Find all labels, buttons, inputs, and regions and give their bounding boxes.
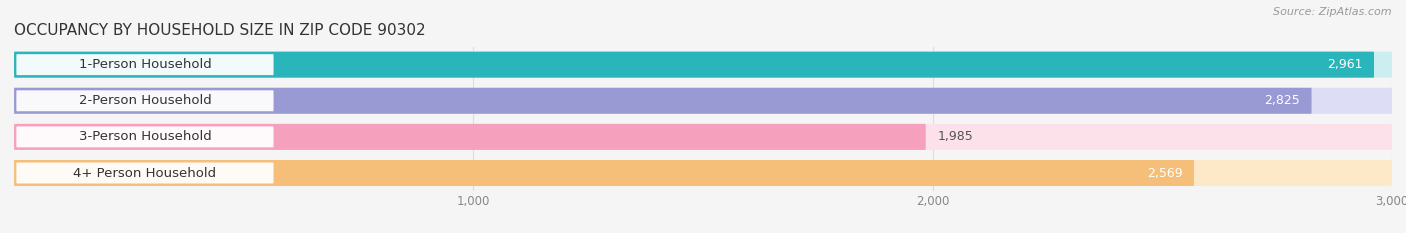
Text: 4+ Person Household: 4+ Person Household: [73, 167, 217, 179]
FancyBboxPatch shape: [14, 160, 1392, 186]
Text: 2,825: 2,825: [1264, 94, 1301, 107]
Text: 2-Person Household: 2-Person Household: [79, 94, 211, 107]
Text: Source: ZipAtlas.com: Source: ZipAtlas.com: [1274, 7, 1392, 17]
Text: 1,985: 1,985: [938, 130, 973, 143]
FancyBboxPatch shape: [14, 52, 1374, 78]
FancyBboxPatch shape: [17, 54, 274, 75]
FancyBboxPatch shape: [17, 163, 274, 183]
Text: 2,569: 2,569: [1147, 167, 1182, 179]
FancyBboxPatch shape: [14, 124, 925, 150]
FancyBboxPatch shape: [14, 124, 1392, 150]
FancyBboxPatch shape: [14, 160, 1194, 186]
Text: OCCUPANCY BY HOUSEHOLD SIZE IN ZIP CODE 90302: OCCUPANCY BY HOUSEHOLD SIZE IN ZIP CODE …: [14, 24, 426, 38]
FancyBboxPatch shape: [17, 90, 274, 111]
FancyBboxPatch shape: [14, 88, 1392, 114]
FancyBboxPatch shape: [14, 52, 1392, 78]
FancyBboxPatch shape: [17, 127, 274, 147]
FancyBboxPatch shape: [14, 88, 1312, 114]
Text: 1-Person Household: 1-Person Household: [79, 58, 211, 71]
Text: 2,961: 2,961: [1327, 58, 1362, 71]
Text: 3-Person Household: 3-Person Household: [79, 130, 211, 143]
